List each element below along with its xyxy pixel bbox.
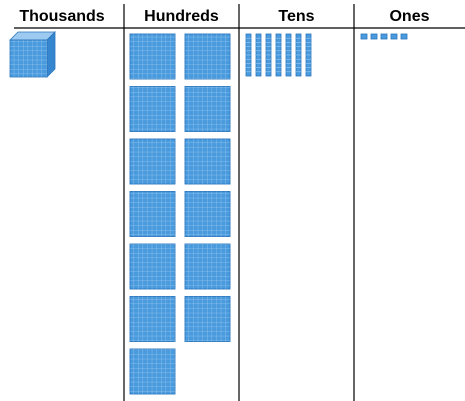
one-unit <box>380 33 388 40</box>
ten-rod <box>285 33 292 77</box>
hundred-flat <box>184 86 231 132</box>
ten-rod <box>295 33 302 77</box>
header-thousands: Thousands <box>19 8 105 25</box>
hundred-flat <box>184 296 231 342</box>
ten-rod <box>275 33 282 77</box>
header-tens: Tens <box>278 8 315 25</box>
header-hundreds: Hundreds <box>144 8 219 25</box>
one-unit <box>360 33 368 40</box>
hundred-flat <box>184 191 231 237</box>
hundred-flat <box>184 243 231 290</box>
hundred-flat <box>184 138 231 185</box>
ten-rod <box>265 33 272 77</box>
ten-rod <box>305 33 312 77</box>
one-unit <box>390 33 398 40</box>
hundred-flat <box>129 86 176 132</box>
hundred-flat <box>129 296 176 342</box>
hundred-flat <box>129 348 176 395</box>
thousand-cube <box>9 31 56 78</box>
ten-rod <box>245 33 252 77</box>
hundred-flat <box>129 33 176 80</box>
hundred-flat <box>129 191 176 237</box>
header-ones: Ones <box>389 8 430 25</box>
hundred-flat <box>184 33 231 80</box>
hundred-flat <box>129 243 176 290</box>
hundred-flat <box>129 138 176 185</box>
one-unit <box>400 33 408 40</box>
one-unit <box>370 33 378 40</box>
ten-rod <box>255 33 262 77</box>
